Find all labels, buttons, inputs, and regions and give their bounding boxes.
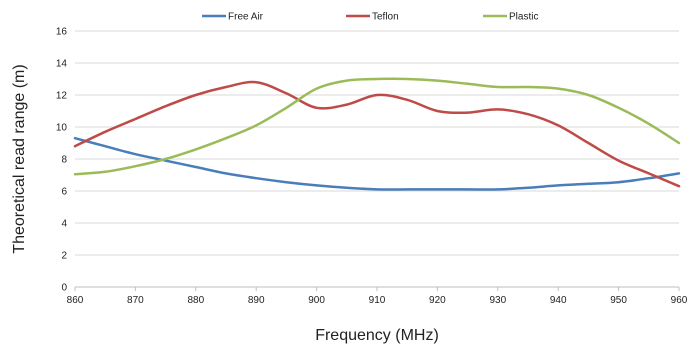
x-tick-label: 920	[429, 295, 446, 306]
x-tick-label: 940	[550, 295, 567, 306]
y-tick-label: 16	[56, 27, 68, 38]
y-tick-label: 10	[56, 123, 68, 134]
x-tick-label: 950	[610, 295, 627, 306]
y-tick-label: 0	[61, 283, 67, 294]
x-tick-label: 880	[187, 295, 204, 306]
legend-label-teflon: Teflon	[372, 12, 399, 23]
y-tick-label: 8	[61, 155, 67, 166]
legend-label-plastic: Plastic	[509, 12, 538, 23]
y-tick-label: 6	[61, 187, 67, 198]
x-tick-label: 860	[67, 295, 84, 306]
y-tick-label: 12	[56, 91, 68, 102]
y-axis-title: Theoretical read range (m)	[11, 64, 28, 253]
x-tick-label: 900	[308, 295, 325, 306]
y-tick-label: 2	[61, 251, 67, 262]
series-line-teflon	[73, 80, 681, 188]
x-axis-title: Frequency (MHz)	[315, 327, 439, 344]
series-line-free-air	[73, 136, 681, 191]
series-lines	[73, 77, 681, 191]
legend-label-free-air: Free Air	[228, 12, 264, 23]
x-tick-label: 910	[369, 295, 386, 306]
legend: Free Air Teflon Plastic	[202, 12, 538, 23]
y-tick-label: 14	[56, 59, 68, 70]
series-line-plastic	[73, 77, 681, 176]
y-tick-label: 4	[61, 219, 67, 230]
x-tick-label: 890	[248, 295, 265, 306]
axes: 0 2 4 6 8 10 12 14 16 860 870 880 890 900 910 920 930 940…	[56, 27, 688, 307]
x-tick-label: 960	[671, 295, 688, 306]
x-tick-label: 870	[127, 295, 144, 306]
x-tick-label: 930	[489, 295, 506, 306]
